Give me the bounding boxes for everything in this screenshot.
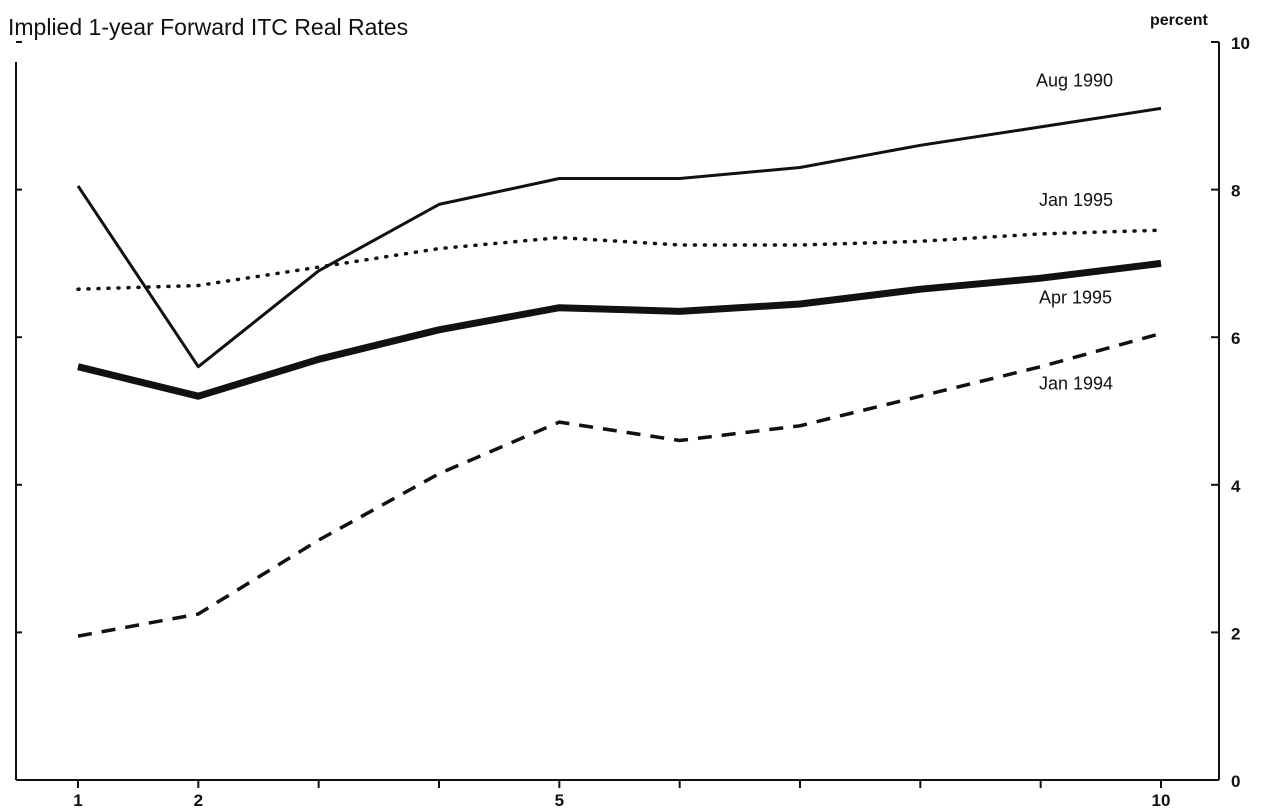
series-line-apr-1995 <box>77 259 1162 400</box>
series-line-jan-1994 <box>77 331 1162 638</box>
y-tick-label-4: 4 <box>1231 477 1241 496</box>
y-tick-label-0: 0 <box>1231 772 1240 791</box>
y-tick-label-8: 8 <box>1231 182 1240 201</box>
y-tick-label-2: 2 <box>1231 624 1240 643</box>
series-label-jan-1995: Jan 1995 <box>1039 190 1113 210</box>
series-label-apr-1995: Apr 1995 <box>1039 287 1112 307</box>
x-tick-label-1: 1 <box>73 791 82 810</box>
series-label-jan-1994: Jan 1994 <box>1039 374 1113 394</box>
x-tick-label-5: 5 <box>555 791 564 810</box>
y-axis-unit-label: percent <box>1150 12 1208 29</box>
y-tick-label-6: 6 <box>1231 329 1240 348</box>
chart-title: Implied 1-year Forward ITC Real Rates <box>8 14 409 40</box>
y-tick-label-10: 10 <box>1231 34 1250 53</box>
series-line-aug-1990 <box>76 106 1162 369</box>
series-label-aug-1990: Aug 1990 <box>1036 70 1113 90</box>
x-tick-label-2: 2 <box>194 791 203 810</box>
x-tick-label-10: 10 <box>1152 791 1171 810</box>
series-line-jan-1995 <box>76 228 1163 291</box>
